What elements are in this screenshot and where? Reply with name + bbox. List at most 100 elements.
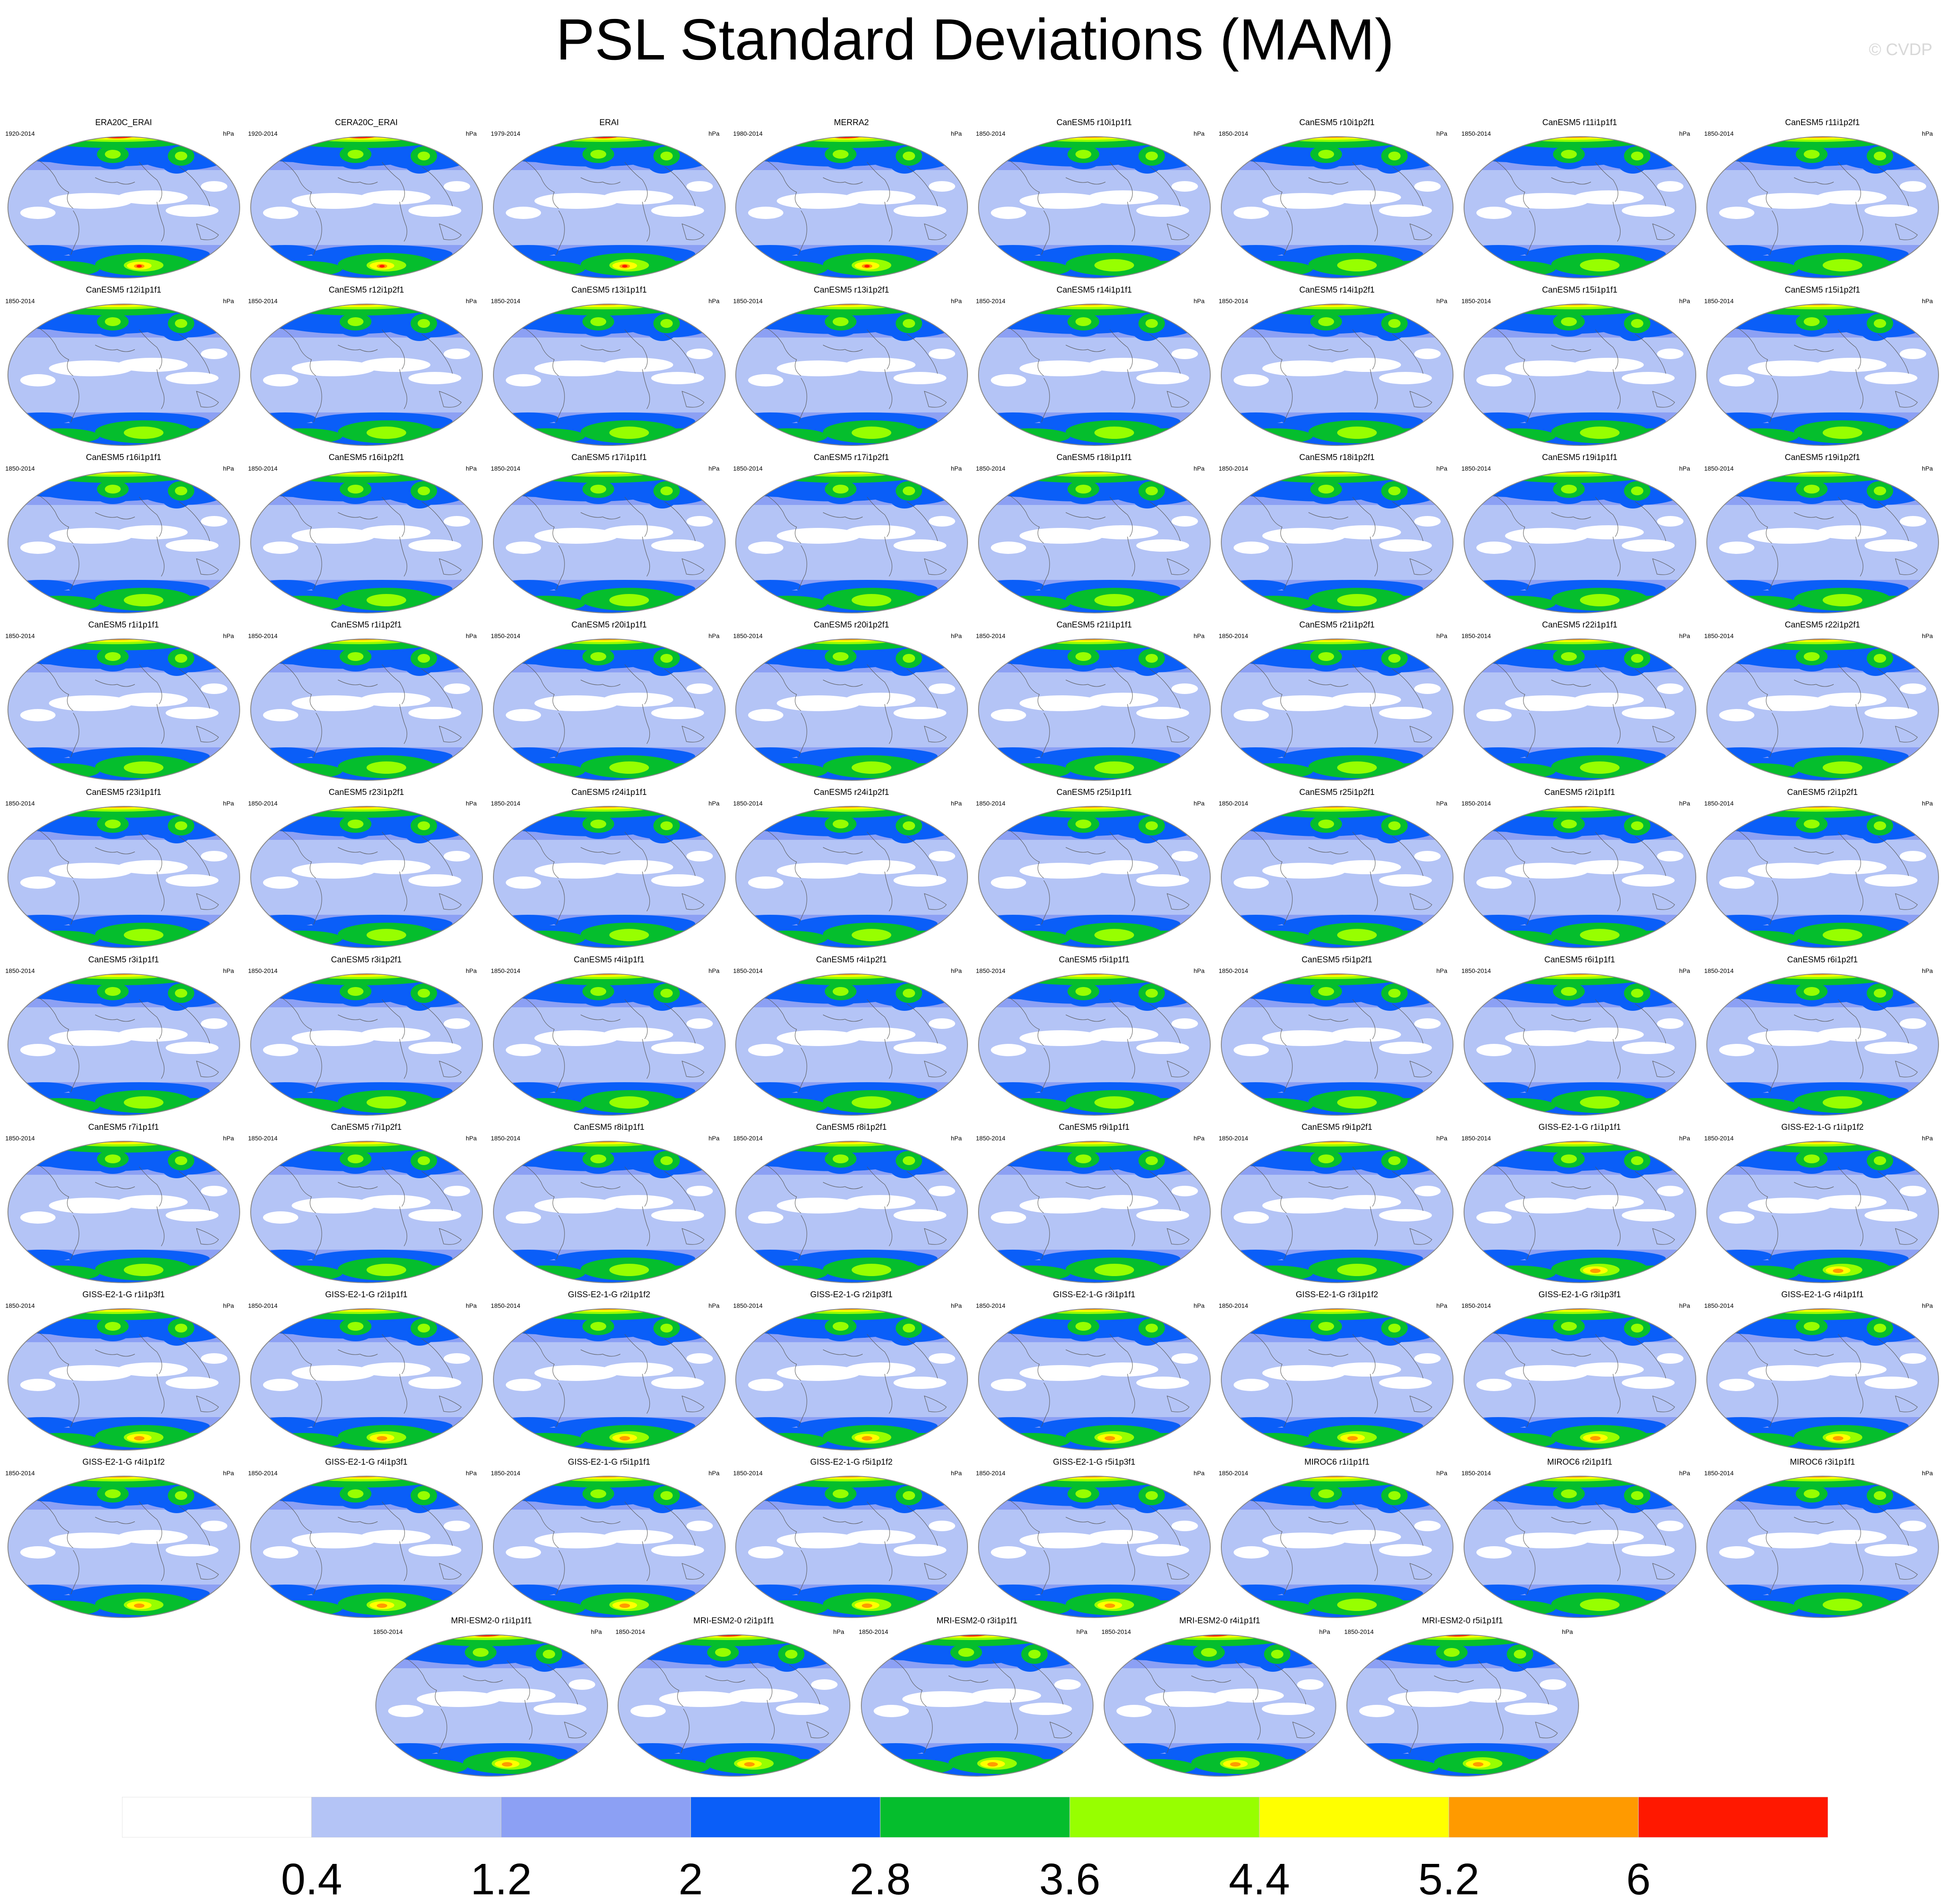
global-map <box>735 806 968 948</box>
panel-period: 1850-2014 <box>1461 130 1491 137</box>
panel-period: 1850-2014 <box>1219 1135 1248 1142</box>
panel-units: hPa <box>708 800 719 807</box>
panel-period: 1850-2014 <box>1219 297 1248 304</box>
map-panel: MIROC6 r1i1p1f1 1850-2014 hPa <box>1217 1458 1457 1621</box>
map-panel: CanESM5 r20i1p1f1 1850-2014 hPa <box>489 620 729 783</box>
map-panel: CanESM5 r17i1p1f1 1850-2014 hPa <box>489 453 729 616</box>
global-map <box>250 136 483 278</box>
map-panel: CanESM5 r15i1p1f1 1850-2014 hPa <box>1460 286 1700 449</box>
global-map <box>861 1634 1094 1777</box>
panel-period: 1850-2014 <box>5 800 35 807</box>
panel-period: 1850-2014 <box>1461 632 1491 639</box>
panel-period: 1850-2014 <box>248 465 278 472</box>
panel-units: hPa <box>1679 1302 1690 1309</box>
panel-title: CanESM5 r12i1p1f1 <box>85 286 162 295</box>
map-panel: CanESM5 r2i1p1f1 1850-2014 hPa <box>1460 788 1700 951</box>
global-map <box>1706 806 1939 948</box>
panel-period: 1850-2014 <box>733 1135 763 1142</box>
panel-units: hPa <box>1194 800 1205 807</box>
panel-title: CanESM5 r1i1p1f1 <box>88 620 159 630</box>
map-panel: CanESM5 r5i1p2f1 1850-2014 hPa <box>1217 955 1457 1118</box>
panel-units: hPa <box>466 1470 477 1477</box>
panel-period: 1850-2014 <box>1461 1470 1491 1477</box>
panel-period: 1850-2014 <box>976 632 1005 639</box>
panel-title: CanESM5 r9i1p2f1 <box>1301 1123 1372 1132</box>
panel-title: CanESM5 r4i1p2f1 <box>816 955 887 965</box>
global-map <box>1706 471 1939 613</box>
map-panel: CanESM5 r9i1p2f1 1850-2014 hPa <box>1217 1123 1457 1286</box>
global-map <box>1706 638 1939 781</box>
panel-period: 1850-2014 <box>248 1470 278 1477</box>
colorbar-label: 4.4 <box>1228 1855 1290 1904</box>
global-map <box>978 136 1211 278</box>
map-panel: CanESM5 r14i1p2f1 1850-2014 hPa <box>1217 286 1457 449</box>
map-panel: GISS-E2-1-G r3i1p3f1 1850-2014 hPa <box>1460 1290 1700 1453</box>
global-map <box>735 638 968 781</box>
map-panel: ERA20C_ERAI 1920-2014 hPa <box>4 118 244 281</box>
panel-title: GISS-E2-1-G r2i1p1f1 <box>325 1290 408 1299</box>
map-panel: MRI-ESM2-0 r5i1p1f1 1850-2014 hPa <box>1342 1616 1583 1779</box>
global-map <box>1346 1634 1579 1777</box>
global-map <box>1464 638 1696 781</box>
global-map <box>7 973 240 1116</box>
panel-title: CanESM5 r4i1p1f1 <box>574 955 645 965</box>
map-panel: CanESM5 r5i1p1f1 1850-2014 hPa <box>974 955 1214 1118</box>
panel-title: MRI-ESM2-0 r3i1p1f1 <box>936 1616 1018 1626</box>
map-panel: CanESM5 r21i1p1f1 1850-2014 hPa <box>974 620 1214 783</box>
panel-period: 1850-2014 <box>976 297 1005 304</box>
colorbar-label: 2 <box>678 1855 703 1904</box>
panel-period: 1850-2014 <box>248 632 278 639</box>
global-map <box>1706 1141 1939 1283</box>
panel-period: 1850-2014 <box>491 297 520 304</box>
colorbar-segment <box>122 1797 312 1837</box>
panel-period: 1850-2014 <box>491 1470 520 1477</box>
panel-period: 1850-2014 <box>976 800 1005 807</box>
map-panel: CanESM5 r6i1p1f1 1850-2014 hPa <box>1460 955 1700 1118</box>
panel-title: CanESM5 r19i1p2f1 <box>1784 453 1861 462</box>
map-panel: CanESM5 r21i1p2f1 1850-2014 hPa <box>1217 620 1457 783</box>
panel-period: 1850-2014 <box>491 1302 520 1309</box>
map-panel: CanESM5 r16i1p2f1 1850-2014 hPa <box>246 453 486 616</box>
panel-units: hPa <box>951 1135 962 1142</box>
global-map <box>1464 1141 1696 1283</box>
global-map <box>493 471 726 613</box>
map-panel: GISS-E2-1-G r1i1p1f2 1850-2014 hPa <box>1702 1123 1943 1286</box>
global-map <box>735 1308 968 1451</box>
panel-title: MIROC6 r3i1p1f1 <box>1790 1458 1855 1467</box>
map-panel: MIROC6 r2i1p1f1 1850-2014 hPa <box>1460 1458 1700 1621</box>
map-panel: CanESM5 r22i1p2f1 1850-2014 hPa <box>1702 620 1943 783</box>
panel-units: hPa <box>223 130 234 137</box>
map-panel: GISS-E2-1-G r4i1p3f1 1850-2014 hPa <box>246 1458 486 1621</box>
global-map <box>493 1308 726 1451</box>
panel-units: hPa <box>223 1135 234 1142</box>
global-map <box>1221 471 1453 613</box>
panel-period: 1850-2014 <box>5 297 35 304</box>
panel-title: CanESM5 r7i1p1f1 <box>88 1123 159 1132</box>
panel-units: hPa <box>1922 1302 1933 1309</box>
global-map <box>250 471 483 613</box>
panel-period: 1850-2014 <box>491 632 520 639</box>
map-panel: MIROC6 r3i1p1f1 1850-2014 hPa <box>1702 1458 1943 1621</box>
global-map <box>1221 1141 1453 1283</box>
panel-units: hPa <box>223 1302 234 1309</box>
map-panel: GISS-E2-1-G r4i1p1f1 1850-2014 hPa <box>1702 1290 1943 1453</box>
map-panel: GISS-E2-1-G r2i1p1f1 1850-2014 hPa <box>246 1290 486 1453</box>
panel-period: 1850-2014 <box>248 967 278 974</box>
global-map <box>1464 304 1696 446</box>
colorbar-segment <box>500 1797 691 1837</box>
panel-units: hPa <box>1679 297 1690 304</box>
panel-period: 1850-2014 <box>248 1302 278 1309</box>
global-map <box>1464 471 1696 613</box>
panel-units: hPa <box>1194 967 1205 974</box>
colorbar-segment <box>1449 1797 1639 1837</box>
panel-title: CanESM5 r24i1p1f1 <box>571 788 647 797</box>
panel-units: hPa <box>833 1628 844 1635</box>
panel-period: 1850-2014 <box>1219 465 1248 472</box>
global-map <box>1706 973 1939 1116</box>
panel-period: 1850-2014 <box>1461 465 1491 472</box>
global-map <box>1464 1308 1696 1451</box>
map-panel: CanESM5 r15i1p2f1 1850-2014 hPa <box>1702 286 1943 449</box>
map-panel: GISS-E2-1-G r1i1p1f1 1850-2014 hPa <box>1460 1123 1700 1286</box>
panel-title: CanESM5 r2i1p2f1 <box>1787 788 1858 797</box>
panel-units: hPa <box>1194 297 1205 304</box>
